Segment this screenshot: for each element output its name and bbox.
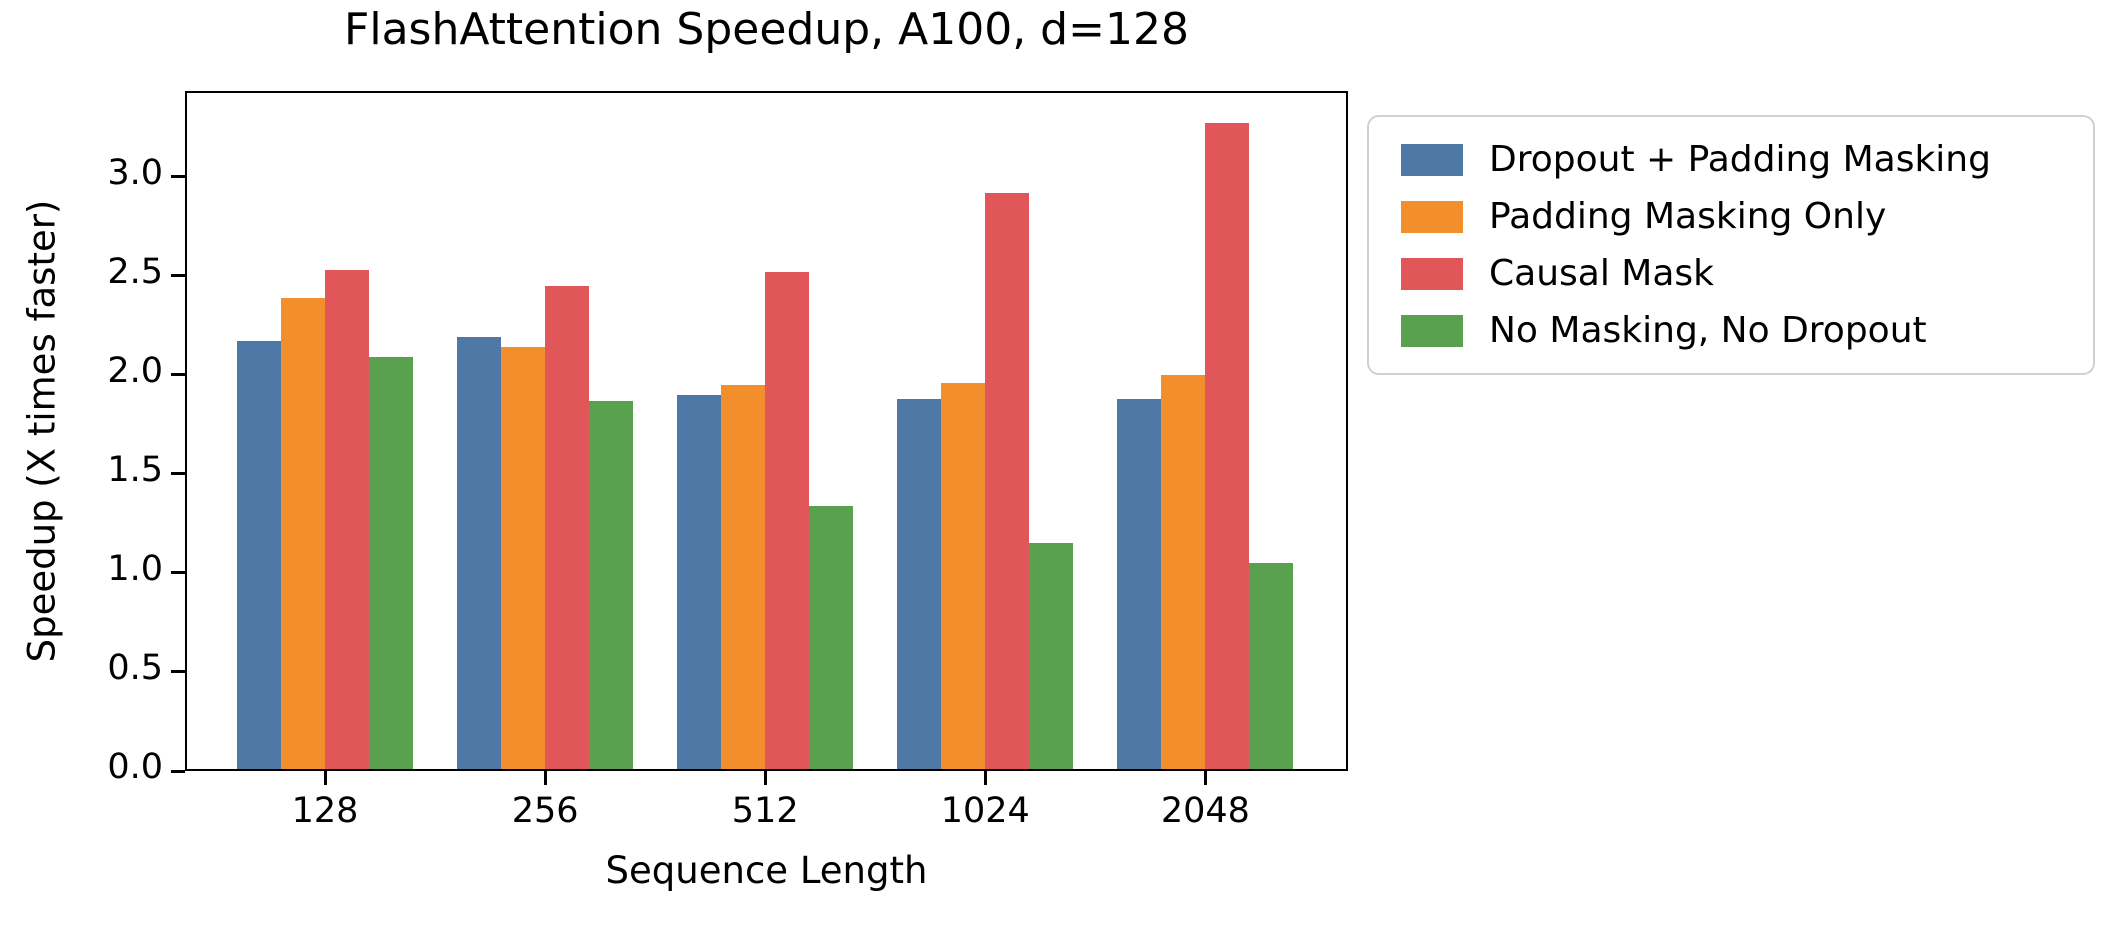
- x-tick-mark: [763, 771, 767, 785]
- legend-swatch: [1401, 143, 1463, 176]
- bar: [281, 297, 325, 769]
- bar: [369, 357, 413, 769]
- x-tick-mark: [323, 771, 327, 785]
- legend-label: Causal Mask: [1489, 253, 1714, 294]
- y-tick-mark: [171, 472, 185, 476]
- x-tick-label: 1024: [940, 791, 1030, 831]
- bar: [809, 505, 854, 769]
- x-tick-mark: [543, 771, 547, 785]
- bar: [1161, 374, 1206, 769]
- plot-inner: [187, 93, 1346, 769]
- bar: [545, 285, 590, 769]
- bar: [1117, 398, 1162, 769]
- legend-label: Dropout + Padding Masking: [1489, 139, 1991, 180]
- bar: [1205, 123, 1250, 769]
- y-tick-mark: [171, 769, 185, 773]
- bar: [325, 270, 369, 769]
- y-tick-label: 0.5: [107, 647, 163, 688]
- y-tick-mark: [171, 373, 185, 377]
- bar: [941, 382, 986, 769]
- legend-swatch: [1401, 200, 1463, 233]
- bar: [985, 192, 1030, 769]
- x-tick-label: 256: [511, 791, 579, 831]
- bar: [897, 398, 942, 769]
- y-tick-mark: [171, 274, 185, 278]
- legend: Dropout + Padding Masking Padding Masking…: [1367, 115, 2095, 375]
- x-tick-mark: [1203, 771, 1207, 785]
- legend-swatch: [1401, 257, 1463, 290]
- y-tick-label: 0.0: [107, 747, 163, 787]
- legend-item: No Masking, No Dropout: [1389, 303, 2073, 359]
- x-tick-label: 512: [731, 791, 799, 831]
- x-axis-label: Sequence Length: [605, 849, 928, 892]
- legend-swatch: [1401, 314, 1463, 347]
- y-tick-mark: [171, 571, 185, 575]
- legend-label: No Masking, No Dropout: [1489, 310, 1927, 351]
- bar: [237, 341, 281, 769]
- x-tick-label: 2048: [1160, 791, 1250, 831]
- x-tick-label: 128: [291, 791, 359, 831]
- y-tick-mark: [171, 670, 185, 674]
- bar: [589, 400, 634, 769]
- legend-item: Dropout + Padding Masking: [1389, 132, 2073, 188]
- bar: [1029, 543, 1074, 769]
- y-tick-label: 1.0: [107, 548, 163, 589]
- bar: [721, 384, 766, 769]
- legend-item: Causal Mask: [1389, 246, 2073, 302]
- y-tick-label: 3.0: [107, 152, 163, 193]
- plot-area: [185, 91, 1348, 771]
- x-tick-mark: [983, 771, 987, 785]
- chart-title: FlashAttention Speedup, A100, d=128: [344, 4, 1189, 55]
- y-tick-label: 2.5: [107, 251, 163, 292]
- bar: [457, 337, 502, 769]
- bar: [501, 347, 546, 769]
- bar: [765, 271, 810, 769]
- legend-item: Padding Masking Only: [1389, 189, 2073, 245]
- y-tick-label: 1.5: [107, 449, 163, 490]
- bar: [1249, 563, 1294, 769]
- y-tick-mark: [171, 175, 185, 179]
- bar: [677, 394, 722, 769]
- legend-label: Padding Masking Only: [1489, 196, 1887, 237]
- y-tick-label: 2.0: [107, 350, 163, 391]
